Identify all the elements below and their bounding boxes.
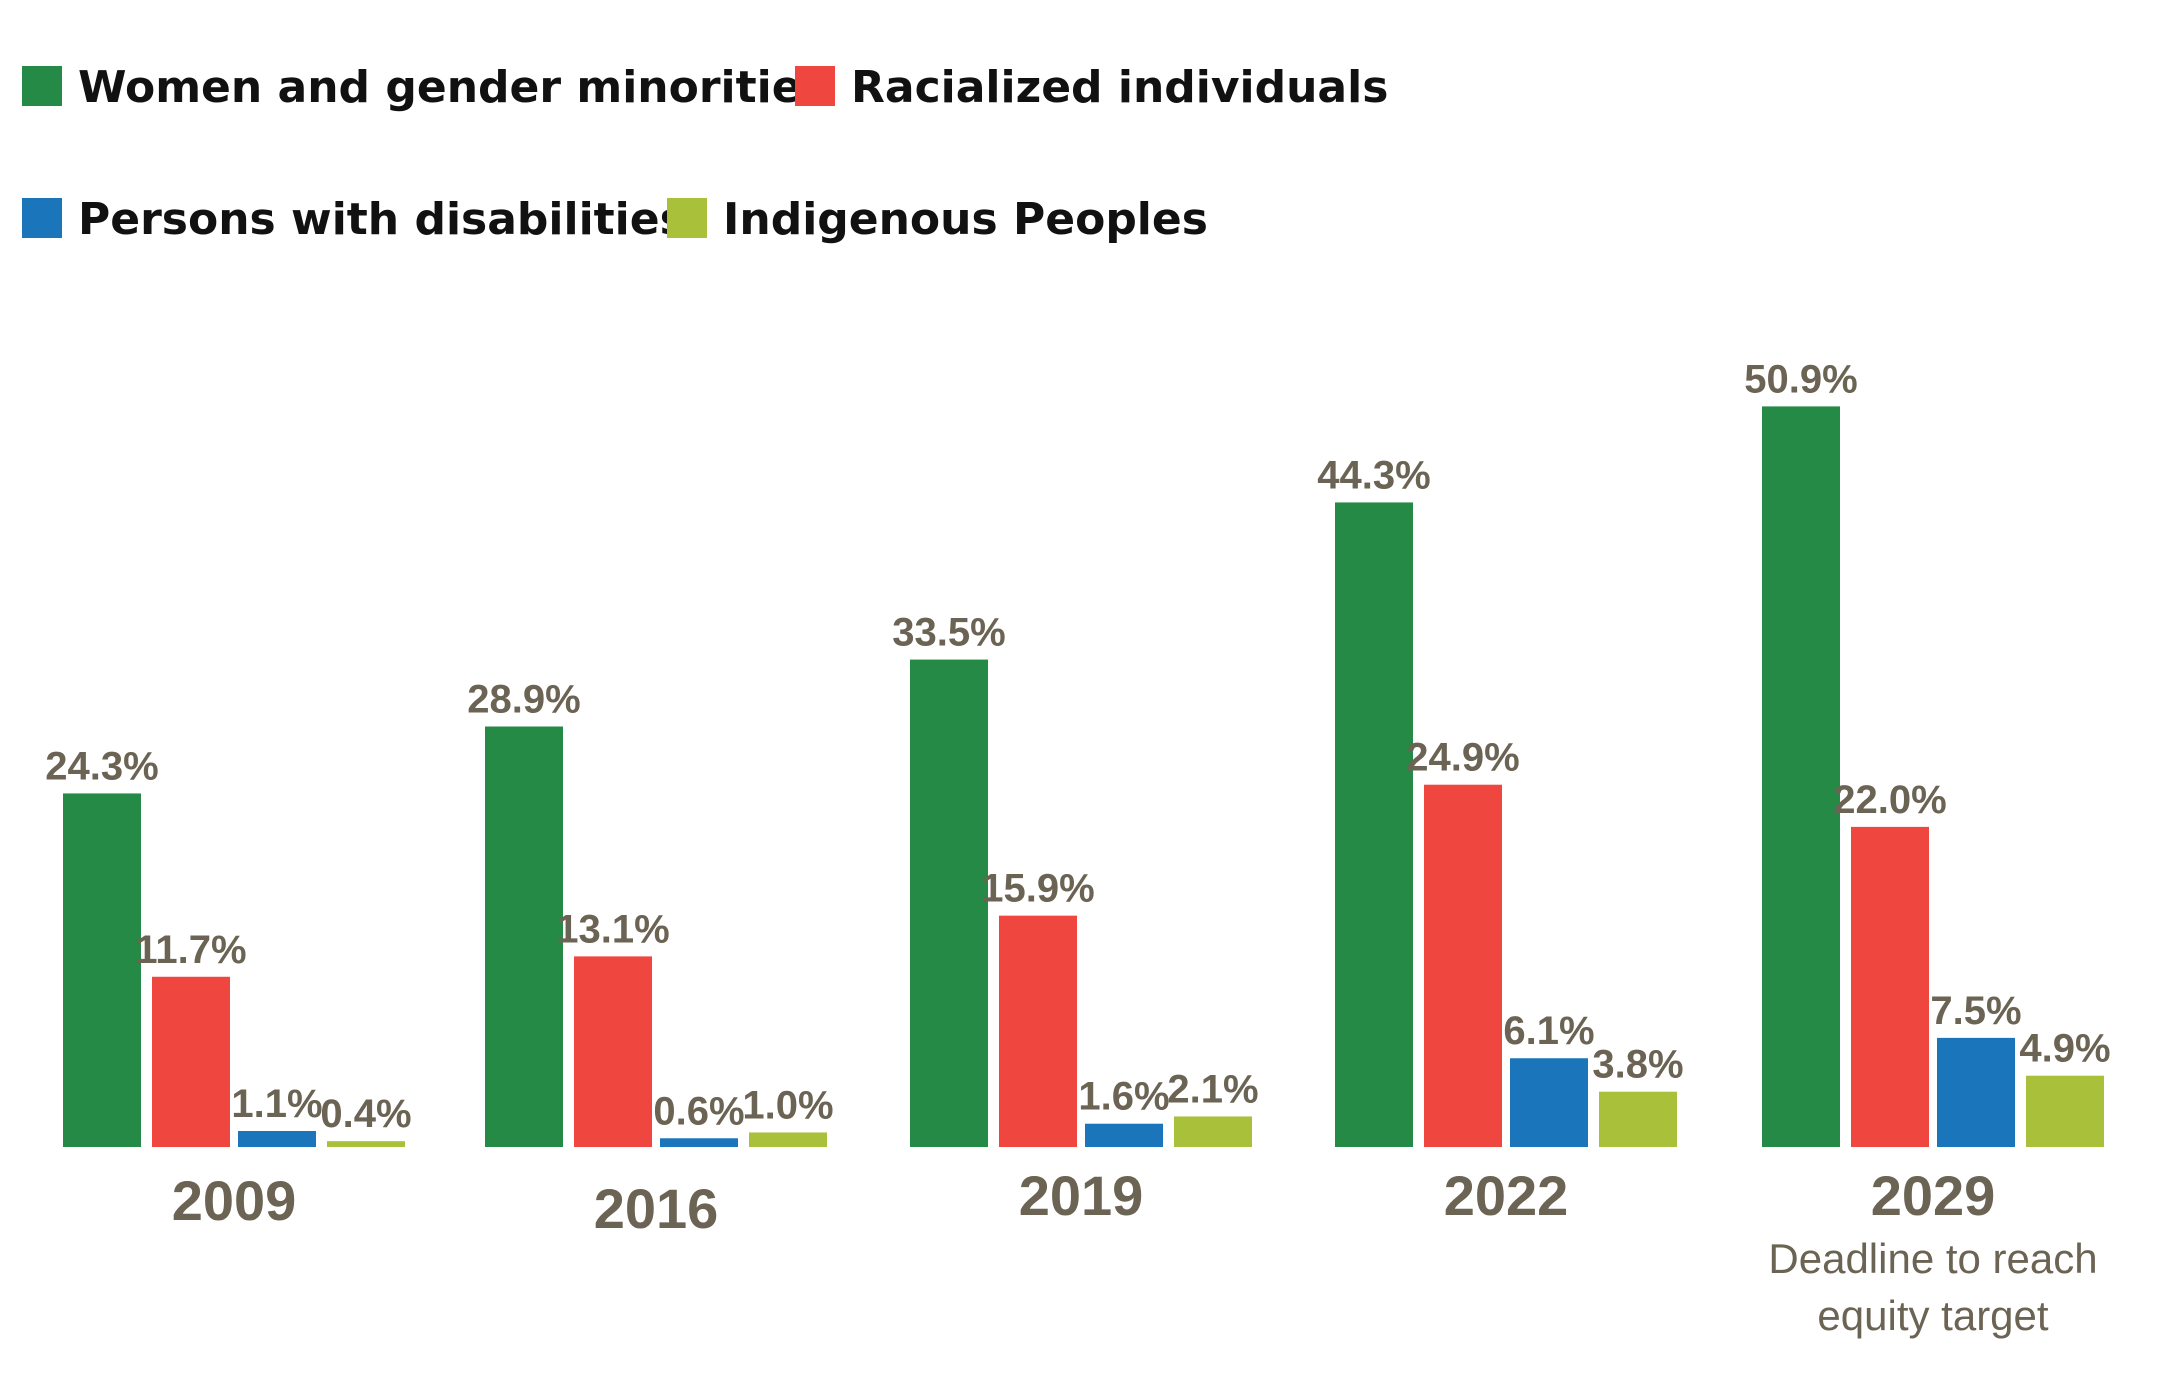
- bar-2029-series-2: [1851, 826, 1929, 1147]
- legend-label-4: Indigenous Peoples: [723, 194, 1208, 245]
- data-label-2009-series-1: 24.3%: [45, 744, 158, 788]
- data-label-2022-series-2: 24.9%: [1406, 736, 1519, 780]
- data-label-2022-series-1: 44.3%: [1317, 453, 1430, 497]
- data-labels: 24.3% 11.7% 1.1%0.4% 28.9% 13.1% 0.6%1.0% 33.5…: [45, 357, 2110, 1136]
- data-label-2029-series-2: 22.0%: [1833, 778, 1946, 822]
- legend-swatch-2: [795, 66, 835, 106]
- category-note-line-1: Deadline to reach: [1768, 1235, 2097, 1282]
- legend-label-2: Racialized individuals: [851, 62, 1388, 113]
- bar-2019-series-2: [999, 915, 1077, 1147]
- bar-2022-series-4: [1599, 1091, 1677, 1147]
- bar-2019-series-1: [910, 659, 988, 1147]
- data-label-2009-series-2: 11.7%: [135, 928, 246, 972]
- legend-swatch-4: [667, 198, 707, 238]
- bar-2022-series-1: [1335, 502, 1413, 1147]
- legend-label-1: Women and gender minorities: [78, 62, 828, 113]
- data-label-2029-series-3: 7.5%: [1930, 989, 2021, 1033]
- bars: [63, 406, 2104, 1147]
- bar-2009-series-2: [152, 976, 230, 1147]
- bar-2022-series-3: [1510, 1058, 1588, 1147]
- category-label-2009: 2009: [172, 1169, 297, 1232]
- bar-2019-series-3: [1085, 1123, 1163, 1147]
- bar-2029-series-4: [2026, 1075, 2104, 1147]
- data-label-2016-series-4: 1.0%: [742, 1083, 833, 1127]
- bar-2016-series-1: [485, 726, 563, 1147]
- category-note-line-2: equity target: [1817, 1292, 2048, 1339]
- data-label-2009-series-4: 0.4%: [320, 1092, 411, 1136]
- legend-label-3: Persons with disabilities: [78, 194, 686, 245]
- data-label-2019-series-1: 33.5%: [892, 611, 1005, 655]
- bar-2022-series-2: [1424, 784, 1502, 1147]
- data-label-2016-series-2: 13.1%: [556, 907, 669, 951]
- bar-2016-series-4: [749, 1132, 827, 1147]
- bar-2016-series-3: [660, 1138, 738, 1147]
- bar-2016-series-2: [574, 956, 652, 1147]
- data-label-2019-series-4: 2.1%: [1167, 1067, 1258, 1111]
- category-label-2016: 2016: [594, 1177, 719, 1240]
- bar-2009-series-3: [238, 1130, 316, 1147]
- category-labels: 2009 2016 2019 2022 2029 Deadline to reach equ…: [172, 1164, 2098, 1339]
- data-label-2022-series-4: 3.8%: [1592, 1043, 1683, 1087]
- data-label-2029-series-1: 50.9%: [1744, 357, 1857, 401]
- data-label-2009-series-3: 1.1%: [231, 1082, 322, 1126]
- bar-2009-series-1: [63, 793, 141, 1147]
- category-label-2022: 2022: [1444, 1164, 1569, 1227]
- bar-2019-series-4: [1174, 1116, 1252, 1147]
- legend-swatch-3: [22, 198, 62, 238]
- category-label-2029: 2029: [1871, 1164, 1996, 1227]
- bar-2029-series-3: [1937, 1037, 2015, 1147]
- data-label-2022-series-3: 6.1%: [1503, 1009, 1594, 1053]
- data-label-2029-series-4: 4.9%: [2019, 1027, 2110, 1071]
- data-label-2019-series-2: 15.9%: [981, 867, 1094, 911]
- data-label-2016-series-3: 0.6%: [653, 1089, 744, 1133]
- legend: Women and gender minorities Racialized in…: [22, 62, 1388, 245]
- data-label-2016-series-1: 28.9%: [467, 678, 580, 722]
- bar-2009-series-4: [327, 1141, 405, 1147]
- bar-2029-series-1: [1762, 406, 1840, 1147]
- legend-swatch-1: [22, 66, 62, 106]
- data-label-2019-series-3: 1.6%: [1078, 1075, 1169, 1119]
- category-label-2019: 2019: [1019, 1164, 1144, 1227]
